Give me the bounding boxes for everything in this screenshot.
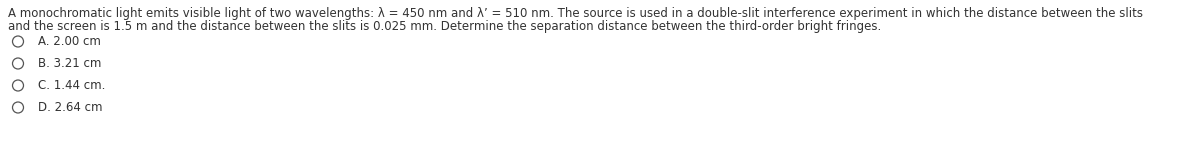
- Text: C. 1.44 cm.: C. 1.44 cm.: [38, 79, 106, 92]
- Text: B. 3.21 cm: B. 3.21 cm: [38, 57, 101, 70]
- Text: and the screen is 1.5 m and the distance between the slits is 0.025 mm. Determin: and the screen is 1.5 m and the distance…: [8, 20, 881, 33]
- Text: D. 2.64 cm: D. 2.64 cm: [38, 101, 102, 114]
- Text: A. 2.00 cm: A. 2.00 cm: [38, 35, 101, 48]
- Text: A monochromatic light emits visible light of two wavelengths: λ = 450 nm and λ’ : A monochromatic light emits visible ligh…: [8, 7, 1142, 20]
